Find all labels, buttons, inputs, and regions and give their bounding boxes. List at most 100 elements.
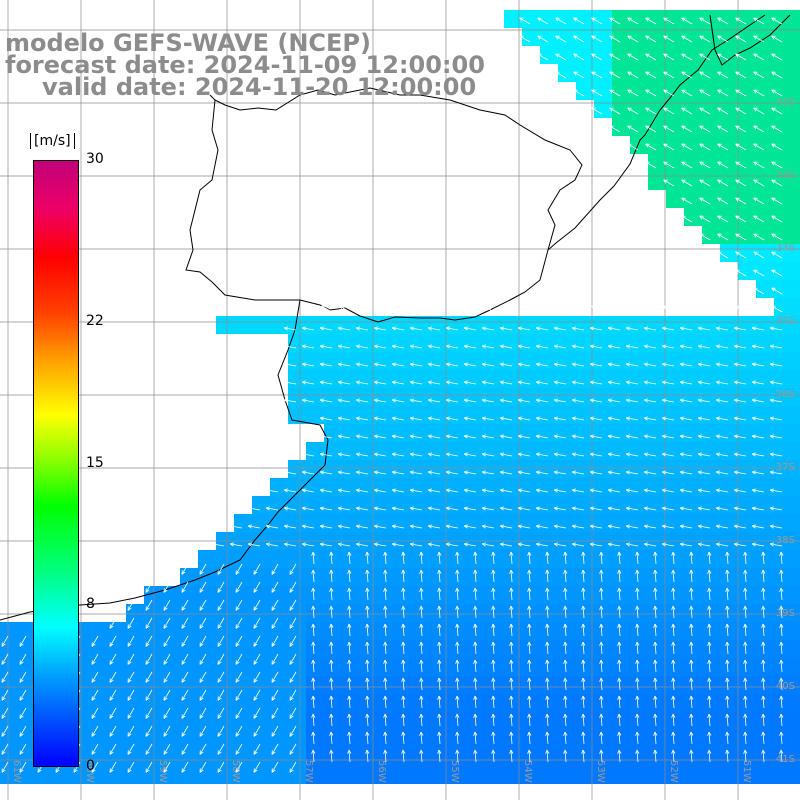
wind-cell [162, 622, 180, 640]
wind-arrow [445, 434, 459, 439]
wind-cell [702, 334, 720, 352]
wind-arrow [661, 506, 675, 511]
wind-cell [540, 712, 558, 730]
wind-cell [414, 586, 432, 604]
wind-arrow [553, 380, 567, 385]
wind-cell [630, 406, 648, 424]
wind-arrow [163, 743, 171, 755]
wind-cell [306, 676, 324, 694]
wind-arrow [409, 326, 423, 331]
wind-cell [666, 46, 684, 64]
wind-cell [540, 460, 558, 478]
wind-cell [756, 730, 774, 748]
wind-cell [540, 550, 558, 568]
wind-cell [486, 442, 504, 460]
wind-arrow [283, 488, 297, 493]
wind-arrow [753, 197, 765, 205]
wind-cell [702, 766, 720, 784]
wind-arrow [355, 452, 369, 457]
wind-arrow [635, 677, 640, 691]
wind-arrow [109, 761, 117, 773]
wind-arrow [517, 524, 531, 529]
wind-cell [666, 424, 684, 442]
wind-arrow [265, 470, 279, 475]
wind-cell [522, 712, 540, 730]
wind-cell [378, 640, 396, 658]
wind-arrow [409, 362, 423, 367]
wind-cell [738, 262, 756, 280]
wind-cell [630, 82, 648, 100]
wind-arrow [163, 617, 171, 629]
wind-cell [756, 604, 774, 622]
wind-cell [792, 748, 800, 766]
wind-arrow [235, 671, 243, 683]
wind-arrow [465, 305, 477, 313]
wind-arrow [509, 605, 514, 619]
wind-cell [630, 442, 648, 460]
wind-arrow [545, 623, 550, 637]
wind-arrow [535, 470, 549, 475]
wind-arrow [589, 506, 603, 511]
wind-arrow [707, 551, 712, 565]
wind-cell [630, 46, 648, 64]
wind-cell [414, 442, 432, 460]
wind-cell [630, 748, 648, 766]
wind-cell [774, 406, 792, 424]
wind-cell [522, 496, 540, 514]
wind-arrow [771, 107, 783, 115]
wind-cell [774, 154, 792, 172]
wind-arrow [337, 470, 351, 475]
wind-cell [720, 334, 738, 352]
wind-cell [792, 46, 800, 64]
wind-arrow [301, 470, 315, 475]
wind-arrow [319, 416, 333, 421]
wind-arrow [753, 125, 765, 133]
wind-arrow [329, 587, 334, 601]
wind-cell [342, 766, 360, 784]
wind-arrow [771, 17, 783, 25]
wind-arrow [509, 695, 514, 709]
wind-arrow [419, 659, 424, 673]
colorbar-tick-22: 22 [86, 312, 104, 329]
wind-cell [90, 640, 108, 658]
wind-cell [540, 442, 558, 460]
wind-arrow [625, 506, 639, 511]
wind-arrow [455, 587, 460, 601]
wind-arrow [283, 362, 297, 367]
wind-cell [252, 550, 270, 568]
wind-cell [630, 100, 648, 118]
wind-cell [270, 604, 288, 622]
wind-cell [738, 100, 756, 118]
wind-cell [396, 496, 414, 514]
wind-arrow [419, 731, 424, 745]
wind-arrow [553, 506, 567, 511]
wind-arrow [301, 506, 315, 511]
wind-arrow [127, 671, 135, 683]
wind-arrow [699, 179, 711, 187]
wind-arrow [681, 161, 693, 169]
wind-cell [252, 748, 270, 766]
wind-cell [774, 604, 792, 622]
wind-cell [324, 568, 342, 586]
wind-arrow [199, 563, 207, 575]
wind-arrow [365, 731, 370, 745]
wind-arrow [383, 731, 388, 745]
wind-cell [252, 640, 270, 658]
wind-arrow [163, 725, 171, 737]
coastline-uruguay [214, 87, 583, 251]
wind-cell [522, 460, 540, 478]
wind-arrow [271, 725, 279, 737]
wind-cell [576, 640, 594, 658]
wind-cell [450, 334, 468, 352]
wind-arrow [517, 488, 531, 493]
wind-cell [576, 28, 594, 46]
wind-arrow [661, 380, 675, 385]
wind-arrow [751, 452, 765, 457]
wind-arrow [1, 635, 9, 647]
wind-cell [720, 64, 738, 82]
wind-cell [432, 748, 450, 766]
wind-arrow [571, 362, 585, 367]
wind-arrow [563, 749, 568, 763]
wind-cell [684, 730, 702, 748]
wind-arrow [707, 623, 712, 637]
